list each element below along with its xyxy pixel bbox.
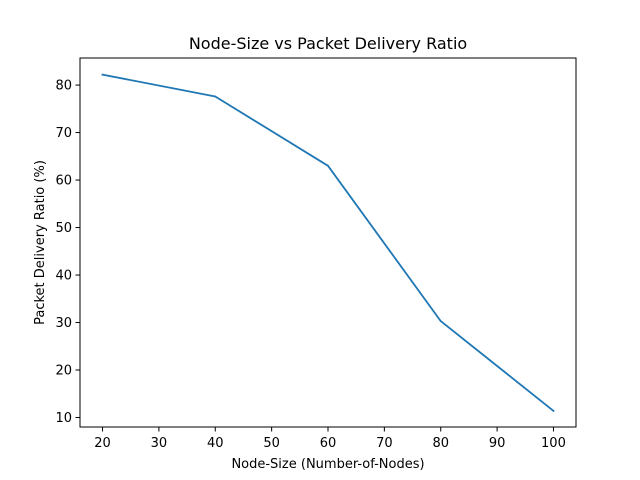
data-point xyxy=(214,95,217,98)
y-tick-label: 80 xyxy=(55,79,72,94)
data-point xyxy=(327,164,329,167)
plot-frame xyxy=(79,57,577,428)
x-tick-label: 40 xyxy=(207,436,224,451)
x-tick-label: 100 xyxy=(541,436,566,451)
x-tick-label: 60 xyxy=(320,436,337,451)
x-axis-label: Node-Size (Number-of-Nodes) xyxy=(231,457,424,472)
y-tick-label: 30 xyxy=(55,316,72,331)
y-tick-label: 50 xyxy=(55,221,72,236)
x-axis-ticks: 20 30 40 50 60 70 80 90 100 xyxy=(94,427,566,451)
y-axis-label: Packet Delivery Ratio (%) xyxy=(33,160,48,325)
x-tick-label: 30 xyxy=(151,436,168,451)
y-tick-label: 10 xyxy=(55,411,72,426)
x-tick-label: 80 xyxy=(432,436,449,451)
y-tick-label: 60 xyxy=(55,174,72,189)
x-tick-label: 20 xyxy=(94,436,111,451)
x-tick-label: 70 xyxy=(376,436,393,451)
y-tick-label: 40 xyxy=(55,269,72,284)
y-tick-label: 20 xyxy=(55,364,72,379)
chart-title: Node-Size vs Packet Delivery Ratio xyxy=(189,34,467,53)
x-tick-label: 50 xyxy=(263,436,280,451)
data-point xyxy=(439,320,442,322)
series-layer xyxy=(101,73,555,413)
data-point xyxy=(552,409,555,412)
y-tick-label: 70 xyxy=(55,126,72,141)
y-axis-ticks: 10 20 30 40 50 60 70 80 xyxy=(55,79,80,426)
data-point xyxy=(101,73,104,76)
x-tick-label: 90 xyxy=(489,436,506,451)
